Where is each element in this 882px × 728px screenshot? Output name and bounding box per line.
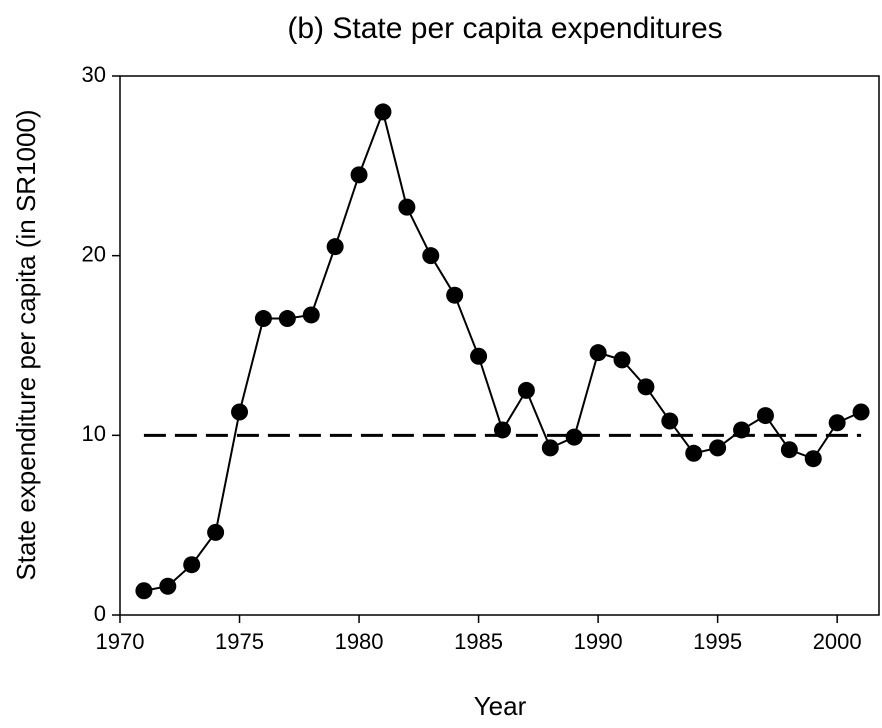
data-point (278, 310, 296, 328)
data-point (589, 344, 607, 362)
data-point (756, 407, 774, 425)
x-tick-label: 1990 (574, 629, 623, 654)
y-tick-label: 10 (82, 421, 106, 446)
y-axis-label: State expenditure per capita (in SR1000) (11, 109, 41, 580)
data-point (709, 439, 727, 457)
x-tick-label: 2000 (813, 629, 862, 654)
data-point (804, 450, 822, 468)
data-point (637, 378, 655, 396)
x-tick-label: 1975 (215, 629, 264, 654)
data-point (422, 247, 440, 265)
data-point (613, 351, 631, 369)
data-point (733, 421, 751, 439)
data-point (326, 238, 344, 256)
data-point (254, 310, 272, 328)
data-point (183, 556, 201, 574)
y-tick-label: 0 (94, 601, 106, 626)
data-point (207, 523, 225, 541)
data-point (159, 577, 177, 595)
data-line (143, 108, 862, 592)
x-tick-label: 1970 (96, 629, 145, 654)
chart-title: (b) State per capita expenditures (287, 12, 722, 45)
data-point (398, 198, 416, 216)
plot-frame (119, 75, 880, 616)
x-tick-label: 1995 (693, 629, 742, 654)
data-point (565, 428, 583, 446)
data-point (828, 414, 846, 432)
data-point (685, 444, 703, 462)
data-point (302, 306, 320, 324)
y-tick-label: 20 (82, 241, 106, 266)
x-axis-label: Year (474, 691, 527, 721)
data-point (446, 286, 464, 304)
y-tick-label: 30 (82, 62, 106, 87)
data-point (374, 103, 392, 121)
x-tick-label: 1980 (335, 629, 384, 654)
data-point (852, 403, 870, 421)
data-point (661, 412, 679, 430)
data-point (231, 403, 249, 421)
data-point (470, 347, 488, 365)
data-point (350, 166, 368, 184)
data-point (541, 439, 559, 457)
data-point (493, 421, 511, 439)
x-tick-label: 1985 (454, 629, 503, 654)
data-point (135, 582, 153, 600)
data-point (780, 441, 798, 459)
data-point (517, 381, 535, 399)
